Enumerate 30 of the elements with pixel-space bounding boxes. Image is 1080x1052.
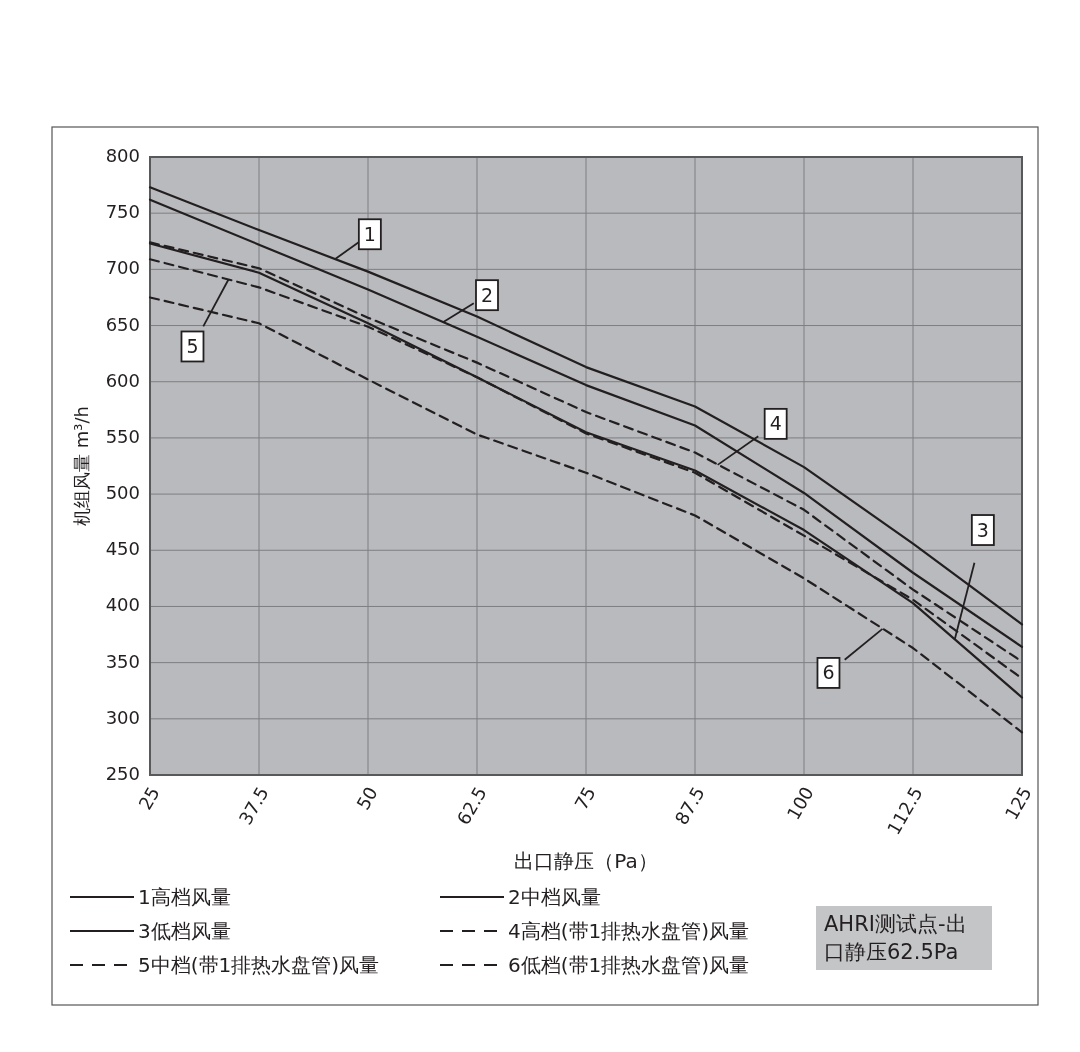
y-tick-label: 800 — [105, 145, 140, 166]
y-tick-label: 400 — [105, 594, 140, 616]
annotation: 6 — [822, 661, 835, 684]
legend-label: 5中档(带1排热水盘管)风量 — [138, 952, 380, 977]
legend-label: 4高档(带1排热水盘管)风量 — [508, 918, 750, 943]
y-axis-title: 机组风量 m³/h — [71, 406, 92, 526]
legend-label: 2中档风量 — [508, 884, 601, 909]
y-tick-label: 650 — [105, 313, 140, 335]
y-tick-label: 300 — [105, 706, 140, 728]
y-tick-label: 550 — [105, 425, 140, 447]
x-tick-label: 25 — [134, 783, 164, 814]
annotation: 2 — [480, 283, 494, 306]
x-axis-title: 出口静压（Pa） — [514, 849, 658, 873]
annotation: 4 — [769, 412, 782, 435]
legend-label: 3低档风量 — [138, 918, 231, 943]
x-tick-label: 75 — [570, 783, 600, 814]
annotation: 5 — [186, 334, 199, 357]
legend-label: 6低档(带1排热水盘管)风量 — [508, 952, 750, 977]
y-tick-label: 350 — [105, 650, 140, 672]
text: AHRI测试点-出口静压62.5Pa — [816, 906, 992, 970]
annotation: 1 — [363, 222, 376, 245]
y-tick-label: 700 — [105, 257, 140, 279]
y-tick-label: 500 — [105, 482, 140, 504]
y-tick-label: 750 — [105, 201, 140, 223]
annotation: 3 — [976, 518, 989, 541]
y-tick-label: 250 — [105, 763, 140, 784]
legend-label: 1高档风量 — [138, 884, 231, 909]
y-tick-label: 450 — [105, 538, 140, 560]
y-tick-label: 600 — [105, 369, 140, 391]
x-tick-label: 50 — [352, 783, 382, 814]
